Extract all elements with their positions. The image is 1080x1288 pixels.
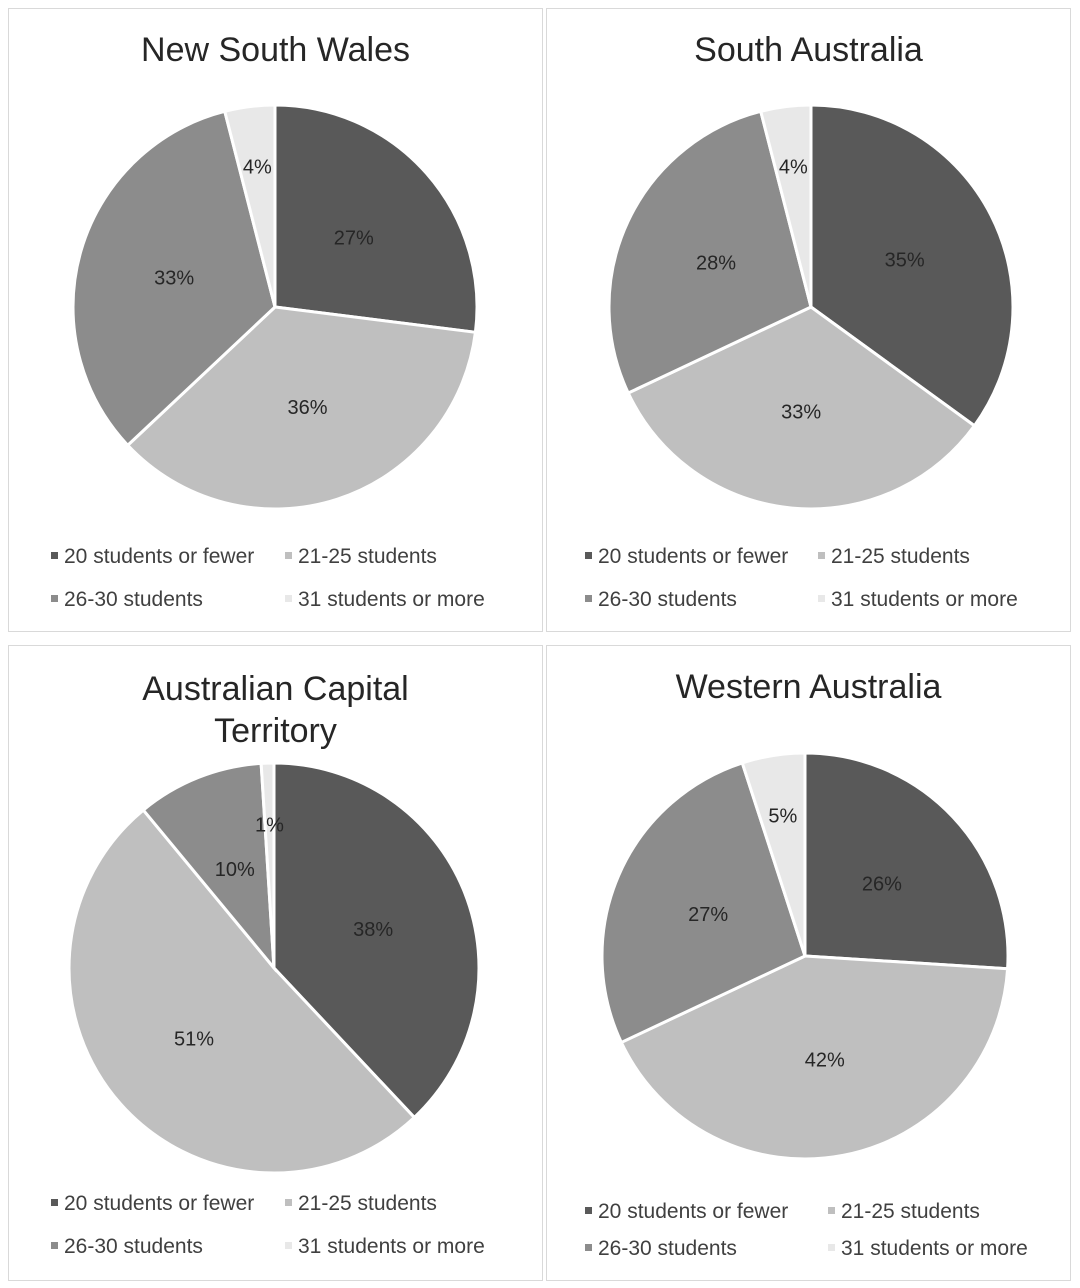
legend-item: 21-25 students [285,1191,437,1217]
pie-slice [803,751,1010,971]
slice-label: 5% [768,806,797,828]
legend-swatch [828,1206,835,1214]
legend-item: 20 students or fewer [585,544,788,570]
pie-slice [809,103,1015,428]
pie-slice [626,305,977,511]
slice-label: 35% [885,249,925,271]
legend-item: 26-30 students [585,1236,737,1262]
pie-chart: 27% 36% 33% 4% [71,103,479,511]
slice-label: 4% [779,157,808,179]
slice-label: 33% [154,268,194,290]
legend-item: 20 students or fewer [51,1191,254,1217]
legend-label: 26-30 students [598,588,737,611]
legend-label: 21-25 students [841,1200,980,1223]
chart-title: South Australia [547,29,1070,71]
pie-slice [67,807,417,1175]
legend-label: 26-30 students [64,588,203,611]
pie-chart-panel: Western Australia 26% 42% 27% 5% 20 student… [546,645,1071,1281]
slice-label: 4% [243,157,272,179]
legend-label: 31 students or more [831,588,1018,611]
legend-item: 26-30 students [51,587,203,613]
pie-slice [259,761,276,969]
chart-title-line: South Australia [694,31,923,69]
legend-swatch [585,1243,592,1251]
pie-chart-panel: Australian Capital Territory 38% 51% 10% 1%… [8,645,543,1281]
legend-label: 21-25 students [298,1192,437,1215]
legend-label: 20 students or fewer [598,1200,789,1223]
legend-label: 20 students or fewer [64,545,255,568]
legend-swatch [818,594,825,602]
legend-item: 20 students or fewer [585,1199,788,1225]
legend-label: 31 students or more [298,588,485,611]
pie-slice [71,109,277,448]
legend-swatch [285,1198,292,1206]
legend-item: 26-30 students [585,587,737,613]
pie-slice [619,954,1010,1161]
legend-label: 26-30 students [598,1237,737,1260]
chart-title-line: New South Wales [141,31,410,69]
legend-label: 31 students or more [298,1235,485,1258]
slice-label: 27% [334,228,374,250]
chart-title-line: Western Australia [675,668,942,706]
pie-slice [141,761,276,973]
pie-chart: 26% 42% 27% 5% [600,751,1010,1161]
legend-label: 21-25 students [298,545,437,568]
legend-item: 20 students or fewer [51,544,254,570]
pie-slice [125,305,478,511]
legend-item: 31 students or more [285,587,485,613]
legend-swatch [585,551,592,559]
legend-item: 26-30 students [51,1234,203,1260]
legend-swatch [285,594,292,602]
slice-label: 26% [862,874,902,896]
pie-slice [758,103,813,308]
pie-slice [607,109,813,396]
pie-chart: 35% 33% 28% 4% [607,103,1015,511]
legend-label: 21-25 students [831,545,970,568]
legend-item: 31 students or more [285,1234,485,1260]
legend-label: 26-30 students [64,1235,203,1258]
chart-title: New South Wales [9,29,542,71]
legend-swatch [585,1206,592,1214]
pie-chart: 38% 51% 10%1% [67,761,481,1175]
legend-item: 21-25 students [828,1199,980,1225]
pie-slice [740,751,807,957]
slice-label: 1% [255,815,284,837]
legend-swatch [285,1241,292,1249]
legend-swatch [51,551,58,559]
legend-label: 20 students or fewer [64,1192,255,1215]
legend-swatch [51,594,58,602]
legend-swatch [51,1241,58,1249]
legend-swatch [818,551,825,559]
pie-slice [272,761,481,1120]
legend-label: 31 students or more [841,1237,1028,1260]
pie-chart-panel: New South Wales 27% 36% 33% 4% 20 students … [8,8,543,632]
chart-title-line: Australian Capital [142,670,409,708]
legend-item: 31 students or more [818,587,1018,613]
pie-slice [273,103,479,334]
legend-item: 21-25 students [285,544,437,570]
legend-swatch [828,1243,835,1251]
chart-title-line: Territory [214,712,337,750]
slice-label: 51% [174,1029,214,1051]
pie-slice [222,103,277,308]
chart-title: Australian Capital Territory [9,668,542,752]
legend-item: 31 students or more [828,1236,1028,1262]
legend-label: 20 students or fewer [598,545,789,568]
legend-swatch [51,1198,58,1206]
chart-title: Western Australia [547,666,1070,708]
slice-label: 28% [696,252,736,274]
pie-chart-panel: South Australia 35% 33% 28% 4% 20 students … [546,8,1071,632]
slice-label: 42% [805,1050,845,1072]
slice-label: 27% [688,904,728,926]
pie-slice [600,761,807,1045]
slice-label: 10% [215,859,255,881]
slice-label: 36% [287,397,327,419]
legend-swatch [585,594,592,602]
legend-item: 21-25 students [818,544,970,570]
slice-label: 38% [353,919,393,941]
slice-label: 33% [781,402,821,424]
legend-swatch [285,551,292,559]
